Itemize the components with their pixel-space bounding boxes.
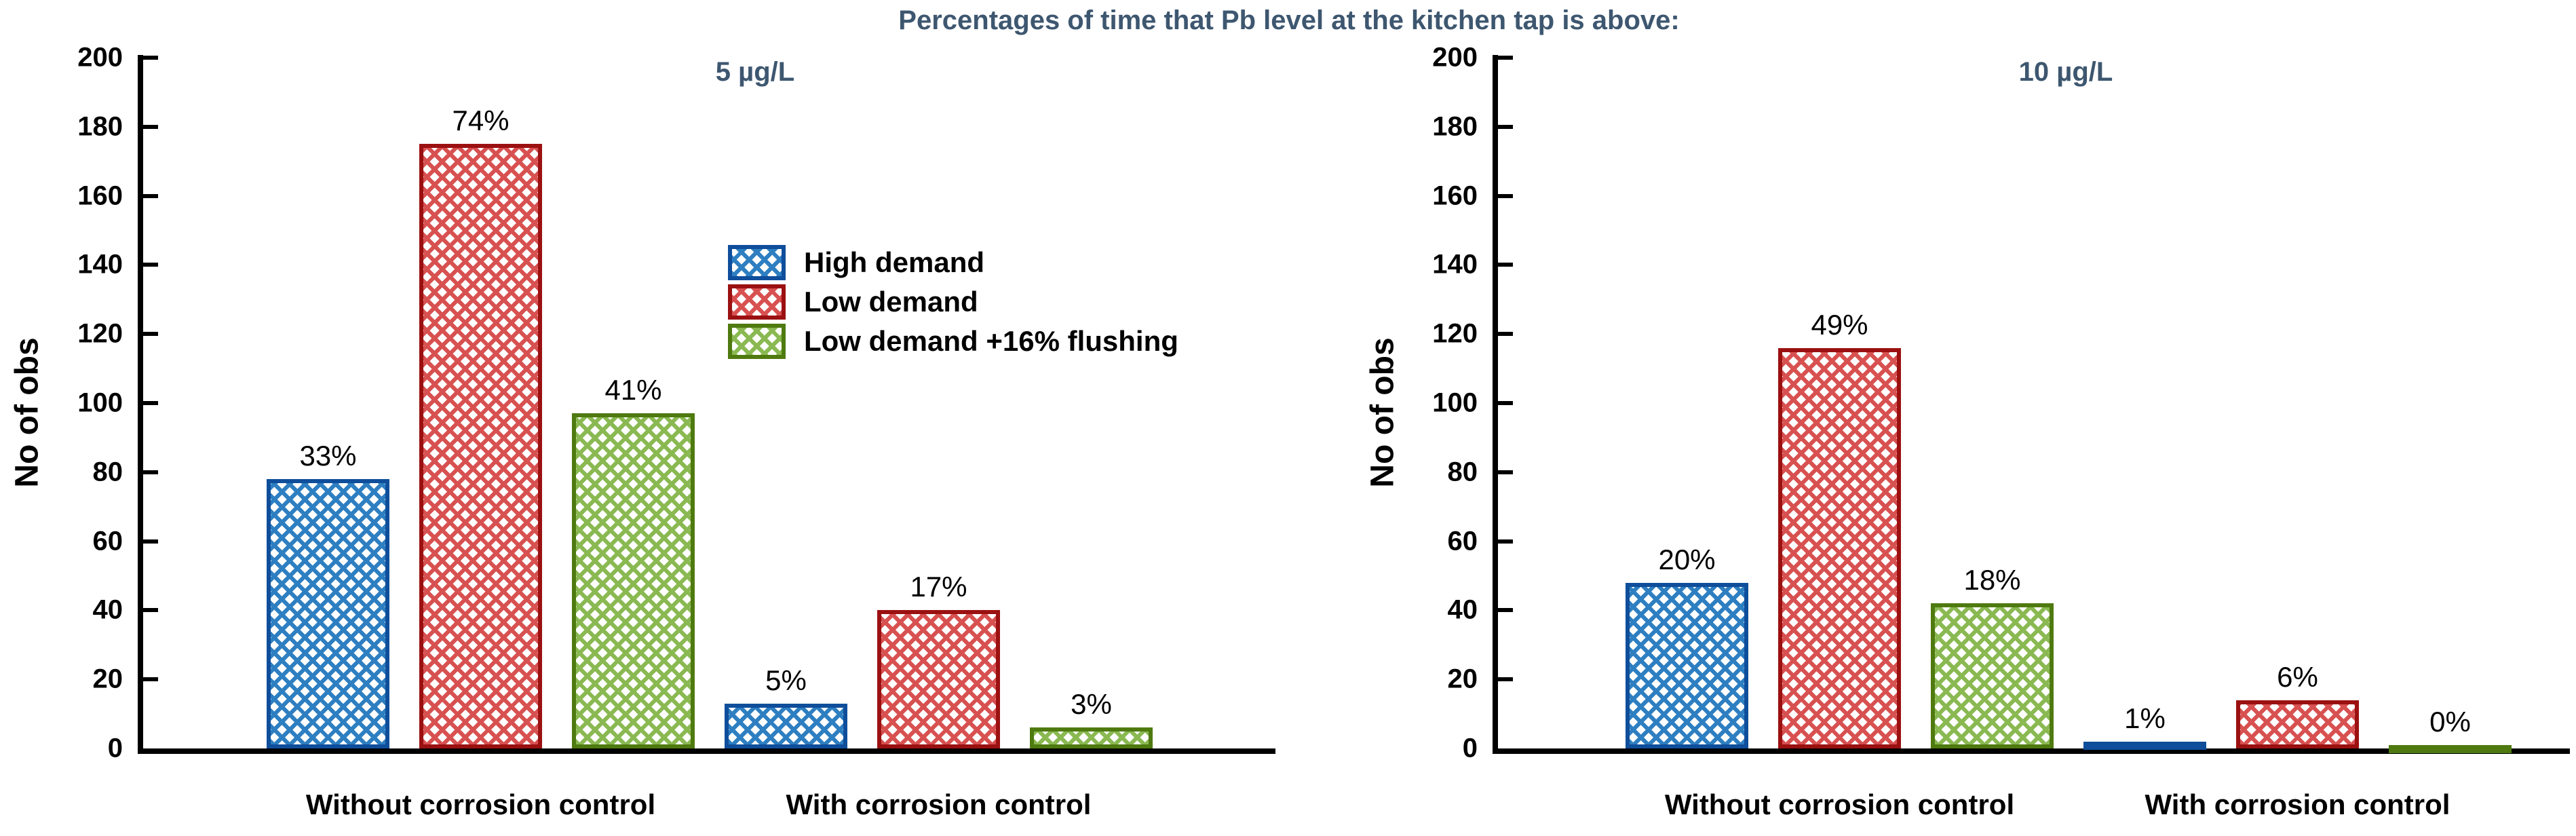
y-tick-mark (1498, 608, 1513, 613)
y-tick-label-80: 80 (92, 457, 123, 487)
bar-value-label: 49% (1811, 309, 1868, 341)
bar-value-label: 0% (2429, 706, 2471, 738)
y-tick-label-140: 140 (1432, 249, 1478, 280)
y-tick-label-160: 160 (77, 180, 123, 211)
y-tick-label-140: 140 (77, 249, 123, 280)
y-tick-label-60: 60 (1447, 526, 1478, 556)
y-tick-mark (1498, 332, 1513, 337)
y-tick-mark (143, 193, 158, 198)
y-axis-title: No of obs (9, 337, 45, 488)
y-tick-label-180: 180 (1432, 111, 1478, 142)
bar-high-demand-1 (1626, 583, 1748, 748)
bar-value-label: 41% (604, 374, 662, 406)
y-tick-mark (1498, 677, 1513, 682)
y-tick-label-200: 200 (1432, 42, 1478, 73)
x-category-label: With corrosion control (2145, 788, 2450, 820)
bar-value-label: 74% (452, 104, 510, 136)
y-tick-mark (1498, 470, 1513, 474)
bar-value-label: 20% (1658, 544, 1716, 575)
bar-low-demand-2 (2236, 700, 2359, 748)
y-tick-label-60: 60 (92, 526, 123, 556)
y-tick-mark (1498, 401, 1513, 405)
y-tick-mark (1498, 56, 1513, 60)
y-tick-mark (143, 677, 158, 682)
bar-value-label: 6% (2277, 661, 2318, 693)
y-tick-label-120: 120 (1432, 318, 1478, 349)
y-tick-label-160: 160 (1432, 180, 1478, 211)
bar-low-demand-1 (1778, 348, 1901, 748)
legend-swatch-1 (728, 245, 786, 280)
x-category-label: Without corrosion control (1664, 788, 2015, 820)
y-tick-label-0: 0 (107, 733, 123, 763)
y-tick-label-40: 40 (1447, 594, 1478, 625)
x-category-label: Without corrosion control (305, 788, 656, 820)
x-axis (138, 748, 1275, 754)
legend-swatch-2 (728, 284, 786, 320)
y-tick-mark (143, 470, 158, 474)
bar-high-demand-2 (2083, 742, 2206, 750)
bar-value-label: 18% (1963, 564, 2021, 596)
y-tick-label-120: 120 (77, 318, 123, 349)
bar-high-demand-1 (267, 479, 389, 748)
y-tick-mark (1498, 263, 1513, 267)
legend-label-1: High demand (804, 246, 985, 278)
bar-low-demand-2 (877, 610, 1000, 748)
y-tick-label-180: 180 (77, 111, 123, 142)
y-tick-label-20: 20 (1447, 664, 1478, 694)
panel-title: 5 µg/L (715, 57, 795, 87)
y-tick-label-100: 100 (77, 387, 123, 418)
bar-low-demand-1 (419, 144, 542, 748)
legend-label-2: Low demand (804, 286, 978, 318)
bar-high-demand-2 (725, 704, 847, 748)
y-tick-label-80: 80 (1447, 457, 1478, 487)
bar-low-demand-16-flushing-2 (2389, 745, 2512, 753)
x-axis (1493, 748, 2570, 754)
bar-value-label: 3% (1071, 688, 1112, 720)
y-axis (1493, 55, 1498, 754)
y-tick-mark (143, 263, 158, 267)
bar-low-demand-16-flushing-1 (572, 413, 695, 748)
bar-value-label: 17% (910, 571, 967, 603)
y-tick-mark (143, 56, 158, 60)
bar-value-label: 1% (2124, 702, 2166, 734)
y-tick-label-40: 40 (92, 594, 123, 625)
y-tick-mark (143, 401, 158, 405)
figure-title: Percentages of time that Pb level at the… (898, 5, 1680, 35)
y-tick-mark (143, 608, 158, 613)
bar-low-demand-16-flushing-2 (1030, 727, 1153, 748)
y-tick-mark (143, 332, 158, 337)
bar-low-demand-16-flushing-1 (1931, 603, 2054, 748)
y-tick-mark (1498, 124, 1513, 129)
legend-swatch-3 (728, 324, 786, 359)
y-tick-label-200: 200 (77, 42, 123, 73)
y-tick-mark (143, 124, 158, 129)
y-tick-mark (1498, 193, 1513, 198)
x-category-label: With corrosion control (786, 788, 1092, 820)
panel-title: 10 µg/L (2018, 57, 2113, 87)
y-tick-mark (143, 539, 158, 544)
legend-label-3: Low demand +16% flushing (804, 325, 1178, 357)
bar-value-label: 33% (299, 440, 357, 472)
bar-value-label: 5% (765, 664, 807, 696)
y-axis-title: No of obs (1364, 337, 1401, 488)
y-tick-mark (1498, 539, 1513, 544)
y-axis (138, 55, 143, 754)
y-tick-label-20: 20 (92, 664, 123, 694)
y-tick-label-0: 0 (1462, 733, 1478, 763)
y-tick-label-100: 100 (1432, 387, 1478, 418)
